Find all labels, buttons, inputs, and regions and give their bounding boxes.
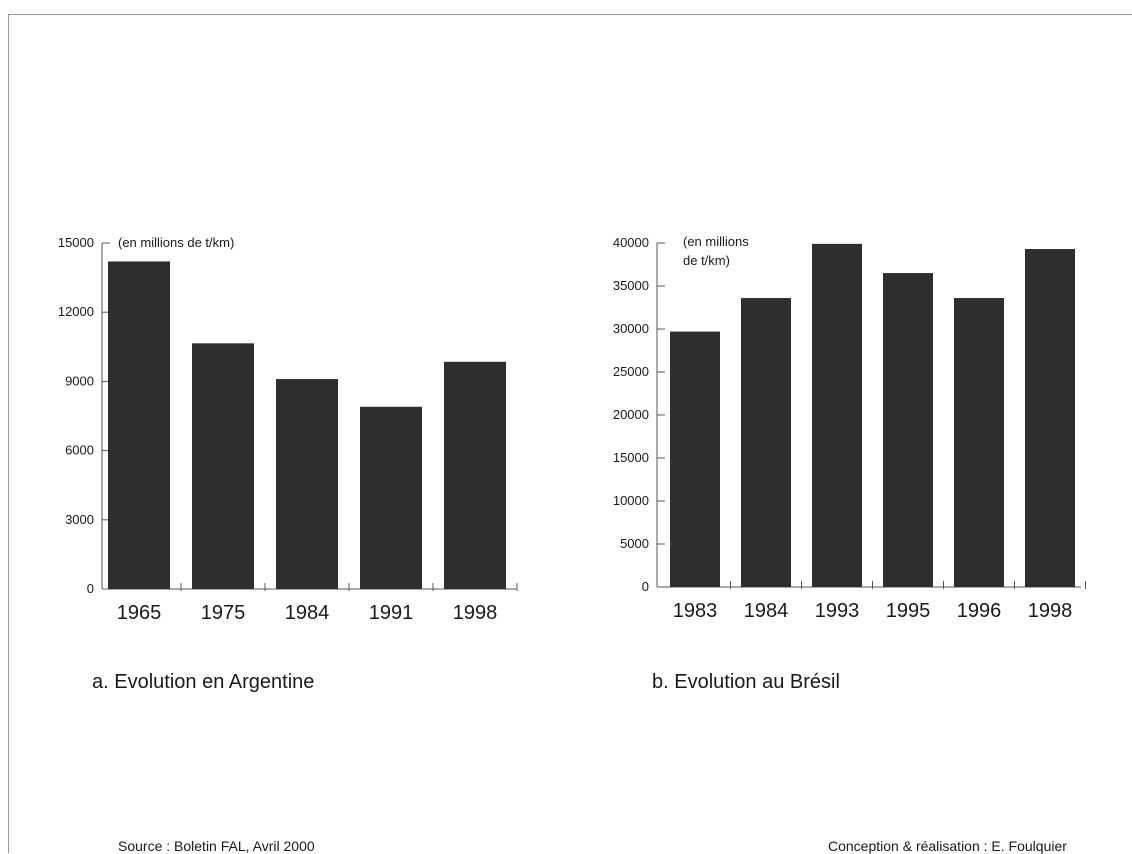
x-tick-label: 1965 [117,602,162,624]
bar-1984 [741,298,791,587]
x-tick-label: 1975 [201,602,246,624]
x-tick-label: 1984 [285,602,330,624]
y-tick-label: 3000 [65,512,94,527]
bar-1975 [192,343,254,589]
argentina-chart: (en millions de t/km) 0 3000 6000 9000 12000… [58,235,518,624]
credit-note: Conception & réalisation : E. Foulquier [828,838,1067,854]
y-tick-label: 0 [87,581,94,596]
x-tick-label: 1991 [369,602,414,624]
y-tick-label: 12000 [58,304,94,319]
brazil-chart: (en millions de t/km) 0 5000 10000 15000 200… [613,234,1086,622]
y-tick-label: 35000 [613,278,649,293]
y-tick-label: 20000 [613,407,649,422]
y-tick-label: 40000 [613,235,649,250]
y-tick-label: 25000 [613,364,649,379]
bar-1998 [1025,249,1075,587]
y-tick-label: 10000 [613,493,649,508]
bar-1998 [444,361,506,589]
chart-b-ylabel-line1: (en millions [683,234,749,249]
x-tick-label: 1993 [815,600,860,622]
x-tick-label: 1998 [453,602,498,624]
bar-1983 [670,331,720,587]
chart-b-caption: b. Evolution au Brésil [652,671,840,693]
bar-1965 [108,261,170,589]
y-tick-label: 30000 [613,321,649,336]
y-tick-label: 0 [642,579,649,594]
y-tick-label: 5000 [620,536,649,551]
bar-1996 [954,298,1004,587]
chart-a-caption: a. Evolution en Argentine [92,671,315,693]
y-tick-label: 9000 [65,373,94,388]
bar-1984 [276,379,338,589]
y-tick-label: 6000 [65,443,94,458]
x-tick-label: 1998 [1028,600,1073,622]
bar-1993 [812,243,862,588]
bar-1991 [360,406,422,589]
y-tick-label: 15000 [613,450,649,465]
x-tick-label: 1995 [886,600,931,622]
x-tick-label: 1983 [673,600,718,622]
y-tick-label: 15000 [58,235,94,250]
chart-a-ylabel: (en millions de t/km) [118,235,234,250]
chart-b-ylabel-line2: de t/km) [683,253,730,268]
x-tick-label: 1984 [744,600,789,622]
x-tick-label: 1996 [957,600,1002,622]
figure-frame [8,14,1132,853]
bar-1995 [883,273,933,587]
source-note: Source : Boletin FAL, Avril 2000 [118,838,315,854]
